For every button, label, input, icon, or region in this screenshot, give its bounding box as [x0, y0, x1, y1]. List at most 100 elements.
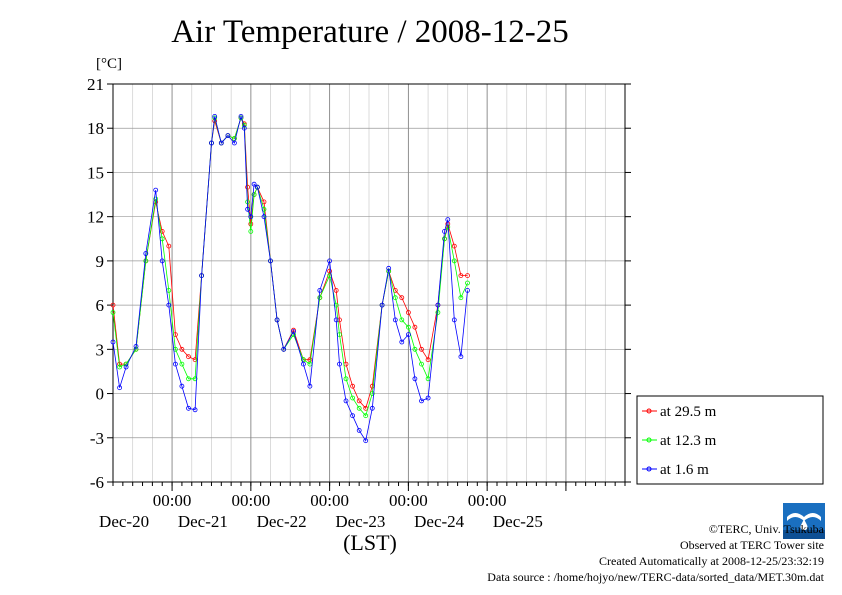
- data-point: [231, 136, 237, 141]
- data-point: [458, 354, 464, 360]
- y-axis-unit-label: [°C]: [96, 56, 122, 72]
- data-point: [399, 295, 405, 301]
- credit-line: Created Automatically at 2008-12-25/23:3…: [599, 554, 824, 568]
- data-point: [350, 395, 356, 401]
- data-point: [241, 125, 247, 131]
- data-point: [451, 243, 457, 249]
- data-point: [186, 405, 191, 411]
- legend-label: at 1.6 m: [660, 462, 709, 478]
- series-2: [110, 114, 470, 444]
- y-tick-label: -6: [90, 473, 104, 492]
- data-point: [179, 346, 185, 352]
- data-point: [369, 405, 375, 411]
- data-point: [343, 376, 349, 382]
- data-point: [392, 295, 398, 301]
- data-point: [123, 364, 129, 370]
- data-point: [419, 346, 424, 352]
- series-line: [112, 114, 468, 442]
- legend-swatch-marker: [646, 466, 652, 472]
- data-point: [159, 258, 165, 264]
- data-point: [451, 258, 457, 264]
- y-tick-label: 9: [96, 252, 105, 271]
- data-point: [179, 383, 185, 389]
- data-point: [238, 114, 244, 119]
- x-tick-label: 00:00: [468, 491, 507, 510]
- legend-label: at 12.3 m: [660, 433, 717, 449]
- data-point: [153, 187, 159, 193]
- legend-box: [636, 395, 824, 485]
- data-point: [405, 324, 411, 330]
- data-point: [317, 287, 323, 293]
- data-point: [231, 140, 237, 146]
- data-point: [442, 236, 447, 242]
- data-point: [166, 302, 172, 308]
- data-point: [465, 287, 470, 293]
- data-point: [179, 361, 185, 367]
- data-point: [333, 317, 339, 323]
- axes-layer: -6-303691215182100:00Dec-2000:00Dec-2100…: [87, 75, 631, 531]
- data-point: [412, 346, 418, 352]
- data-point: [245, 184, 251, 190]
- data-point: [186, 376, 191, 382]
- data-point: [133, 343, 139, 349]
- data-point: [117, 364, 122, 370]
- data-point: [442, 228, 447, 234]
- data-point: [405, 310, 411, 315]
- data-point: [419, 361, 424, 367]
- x-date-label: Dec-25: [493, 512, 543, 531]
- data-point: [369, 391, 375, 397]
- data-point: [254, 184, 260, 190]
- data-point: [117, 385, 122, 391]
- data-point: [192, 376, 198, 382]
- data-point: [186, 354, 191, 360]
- data-point: [225, 133, 231, 139]
- data-point: [268, 258, 273, 264]
- data-point: [343, 398, 349, 404]
- data-point: [386, 265, 392, 271]
- x-date-label: Dec-23: [335, 512, 385, 531]
- y-tick-label: 3: [96, 340, 105, 359]
- y-tick-label: 18: [87, 119, 104, 138]
- data-point: [248, 214, 254, 220]
- data-point: [379, 302, 385, 308]
- terc-logo-icon: [783, 503, 825, 539]
- data-point: [153, 196, 159, 202]
- y-tick-label: 21: [87, 75, 104, 94]
- legend: at 29.5 m at 12.3 m at 1.6 m: [636, 395, 824, 485]
- data-point: [291, 329, 296, 335]
- data-point: [110, 339, 116, 345]
- x-axis-label: (LST): [343, 530, 397, 555]
- y-tick-label: 6: [96, 296, 105, 315]
- data-point: [248, 228, 254, 234]
- x-date-label: Dec-21: [178, 512, 228, 531]
- data-point: [363, 438, 369, 444]
- data-point: [337, 361, 342, 367]
- data-point: [251, 181, 257, 187]
- data-point: [419, 398, 424, 404]
- data-point: [307, 383, 313, 389]
- legend-swatch-marker: [646, 408, 652, 414]
- chart-title: Air Temperature / 2008-12-25: [171, 14, 569, 50]
- data-point: [363, 413, 369, 419]
- data-point: [435, 302, 441, 308]
- data-point: [412, 376, 418, 382]
- data-point: [350, 413, 356, 419]
- y-tick-label: 0: [96, 385, 105, 404]
- data-point: [451, 317, 457, 323]
- data-point: [261, 214, 267, 220]
- credits-block: ©TERC, Univ. Tsukuba Observed at TERC To…: [487, 521, 824, 585]
- data-point: [248, 221, 254, 227]
- data-point: [110, 302, 116, 308]
- data-point: [281, 346, 287, 352]
- data-point: [356, 405, 362, 411]
- data-point: [333, 287, 339, 293]
- data-point: [166, 243, 172, 249]
- data-point: [458, 295, 464, 301]
- data-point: [251, 192, 257, 198]
- data-point: [192, 407, 198, 413]
- data-point: [212, 115, 218, 121]
- credit-line: Data source : /home/hojyo/new/TERC-data/…: [487, 570, 824, 584]
- x-tick-label: 00:00: [310, 491, 349, 510]
- credit-line: ©TERC, Univ. Tsukuba: [708, 522, 824, 536]
